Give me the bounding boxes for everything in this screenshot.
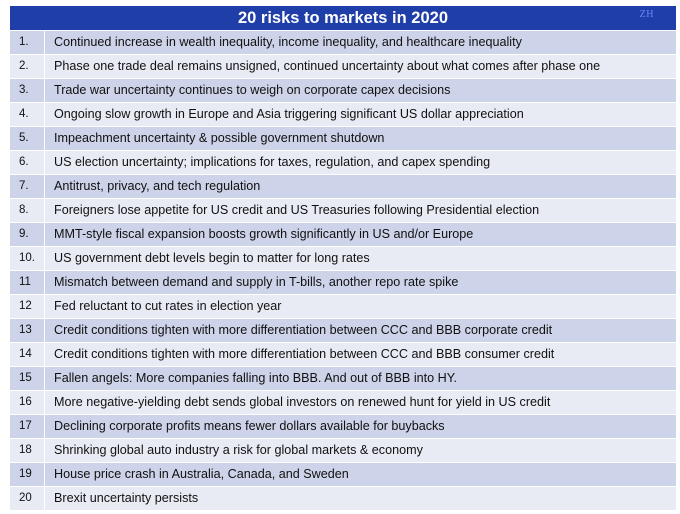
risk-number: 3. bbox=[10, 78, 44, 102]
risk-number: 10. bbox=[10, 246, 44, 270]
table-row: 10. US government debt levels begin to ma… bbox=[10, 246, 676, 270]
risk-number: 9. bbox=[10, 222, 44, 246]
risk-number: 13 bbox=[10, 318, 44, 342]
risk-number: 20 bbox=[10, 486, 44, 510]
risk-number: 12 bbox=[10, 294, 44, 318]
risk-number: 16 bbox=[10, 390, 44, 414]
risk-number: 18 bbox=[10, 438, 44, 462]
table-row: 4. Ongoing slow growth in Europe and Asia… bbox=[10, 102, 676, 126]
risk-text: US election uncertainty; implications fo… bbox=[45, 150, 676, 174]
risk-number: 4. bbox=[10, 102, 44, 126]
risk-text: Impeachment uncertainty & possible gover… bbox=[45, 126, 676, 150]
risk-text: Mismatch between demand and supply in T-… bbox=[45, 270, 676, 294]
table-header: 20 risks to markets in 2020 ZH bbox=[10, 6, 676, 30]
risk-text: US government debt levels begin to matte… bbox=[45, 246, 676, 270]
table-row: 14 Credit conditions tighten with more di… bbox=[10, 342, 676, 366]
table-row: 15 Fallen angels: More companies falling … bbox=[10, 366, 676, 390]
risk-table: 20 risks to markets in 2020 ZH 1. Continu… bbox=[10, 6, 676, 512]
risk-text: Fed reluctant to cut rates in election y… bbox=[45, 294, 676, 318]
risk-text: House price crash in Australia, Canada, … bbox=[45, 462, 676, 486]
table-row: 3. Trade war uncertainty continues to wei… bbox=[10, 78, 676, 102]
risk-text: Antitrust, privacy, and tech regulation bbox=[45, 174, 676, 198]
table-row: 5. Impeachment uncertainty & possible gov… bbox=[10, 126, 676, 150]
risk-number: 7. bbox=[10, 174, 44, 198]
table-row: 18 Shrinking global auto industry a risk … bbox=[10, 438, 676, 462]
risk-text: Credit conditions tighten with more diff… bbox=[45, 318, 676, 342]
watermark: ZH bbox=[639, 9, 654, 20]
risk-text: Continued increase in wealth inequality,… bbox=[45, 31, 676, 54]
table-row: 17 Declining corporate profits means fewe… bbox=[10, 414, 676, 438]
risk-number: 8. bbox=[10, 198, 44, 222]
risk-number: 6. bbox=[10, 150, 44, 174]
risk-number: 1. bbox=[10, 31, 44, 54]
table-row: 16 More negative-yielding debt sends glob… bbox=[10, 390, 676, 414]
risk-text: Declining corporate profits means fewer … bbox=[45, 414, 676, 438]
risk-text: Shrinking global auto industry a risk fo… bbox=[45, 438, 676, 462]
risk-number: 5. bbox=[10, 126, 44, 150]
table-row: 1. Continued increase in wealth inequalit… bbox=[10, 31, 676, 54]
risk-text: Credit conditions tighten with more diff… bbox=[45, 342, 676, 366]
table-row: 9. MMT-style fiscal expansion boosts grow… bbox=[10, 222, 676, 246]
risk-list: 1. Continued increase in wealth inequalit… bbox=[10, 31, 676, 510]
table-row: 2. Phase one trade deal remains unsigned,… bbox=[10, 54, 676, 78]
table-row: 7. Antitrust, privacy, and tech regulatio… bbox=[10, 174, 676, 198]
risk-number: 19 bbox=[10, 462, 44, 486]
risk-text: Brexit uncertainty persists bbox=[45, 486, 676, 510]
table-row: 19 House price crash in Australia, Canada… bbox=[10, 462, 676, 486]
table-row: 11 Mismatch between demand and supply in … bbox=[10, 270, 676, 294]
risk-number: 2. bbox=[10, 54, 44, 78]
risk-number: 14 bbox=[10, 342, 44, 366]
risk-text: More negative-yielding debt sends global… bbox=[45, 390, 676, 414]
risk-number: 11 bbox=[10, 270, 44, 294]
risk-text: Phase one trade deal remains unsigned, c… bbox=[45, 54, 676, 78]
table-row: 6. US election uncertainty; implications … bbox=[10, 150, 676, 174]
table-row: 8. Foreigners lose appetite for US credit… bbox=[10, 198, 676, 222]
risk-text: MMT-style fiscal expansion boosts growth… bbox=[45, 222, 676, 246]
risk-text: Foreigners lose appetite for US credit a… bbox=[45, 198, 676, 222]
risk-number: 17 bbox=[10, 414, 44, 438]
risk-text: Ongoing slow growth in Europe and Asia t… bbox=[45, 102, 676, 126]
risk-text: Fallen angels: More companies falling in… bbox=[45, 366, 676, 390]
table-title: 20 risks to markets in 2020 bbox=[237, 9, 449, 27]
risk-number: 15 bbox=[10, 366, 44, 390]
table-row: 13 Credit conditions tighten with more di… bbox=[10, 318, 676, 342]
table-row: 20 Brexit uncertainty persists bbox=[10, 486, 676, 510]
table-row: 12 Fed reluctant to cut rates in election… bbox=[10, 294, 676, 318]
risk-text: Trade war uncertainty continues to weigh… bbox=[45, 78, 676, 102]
